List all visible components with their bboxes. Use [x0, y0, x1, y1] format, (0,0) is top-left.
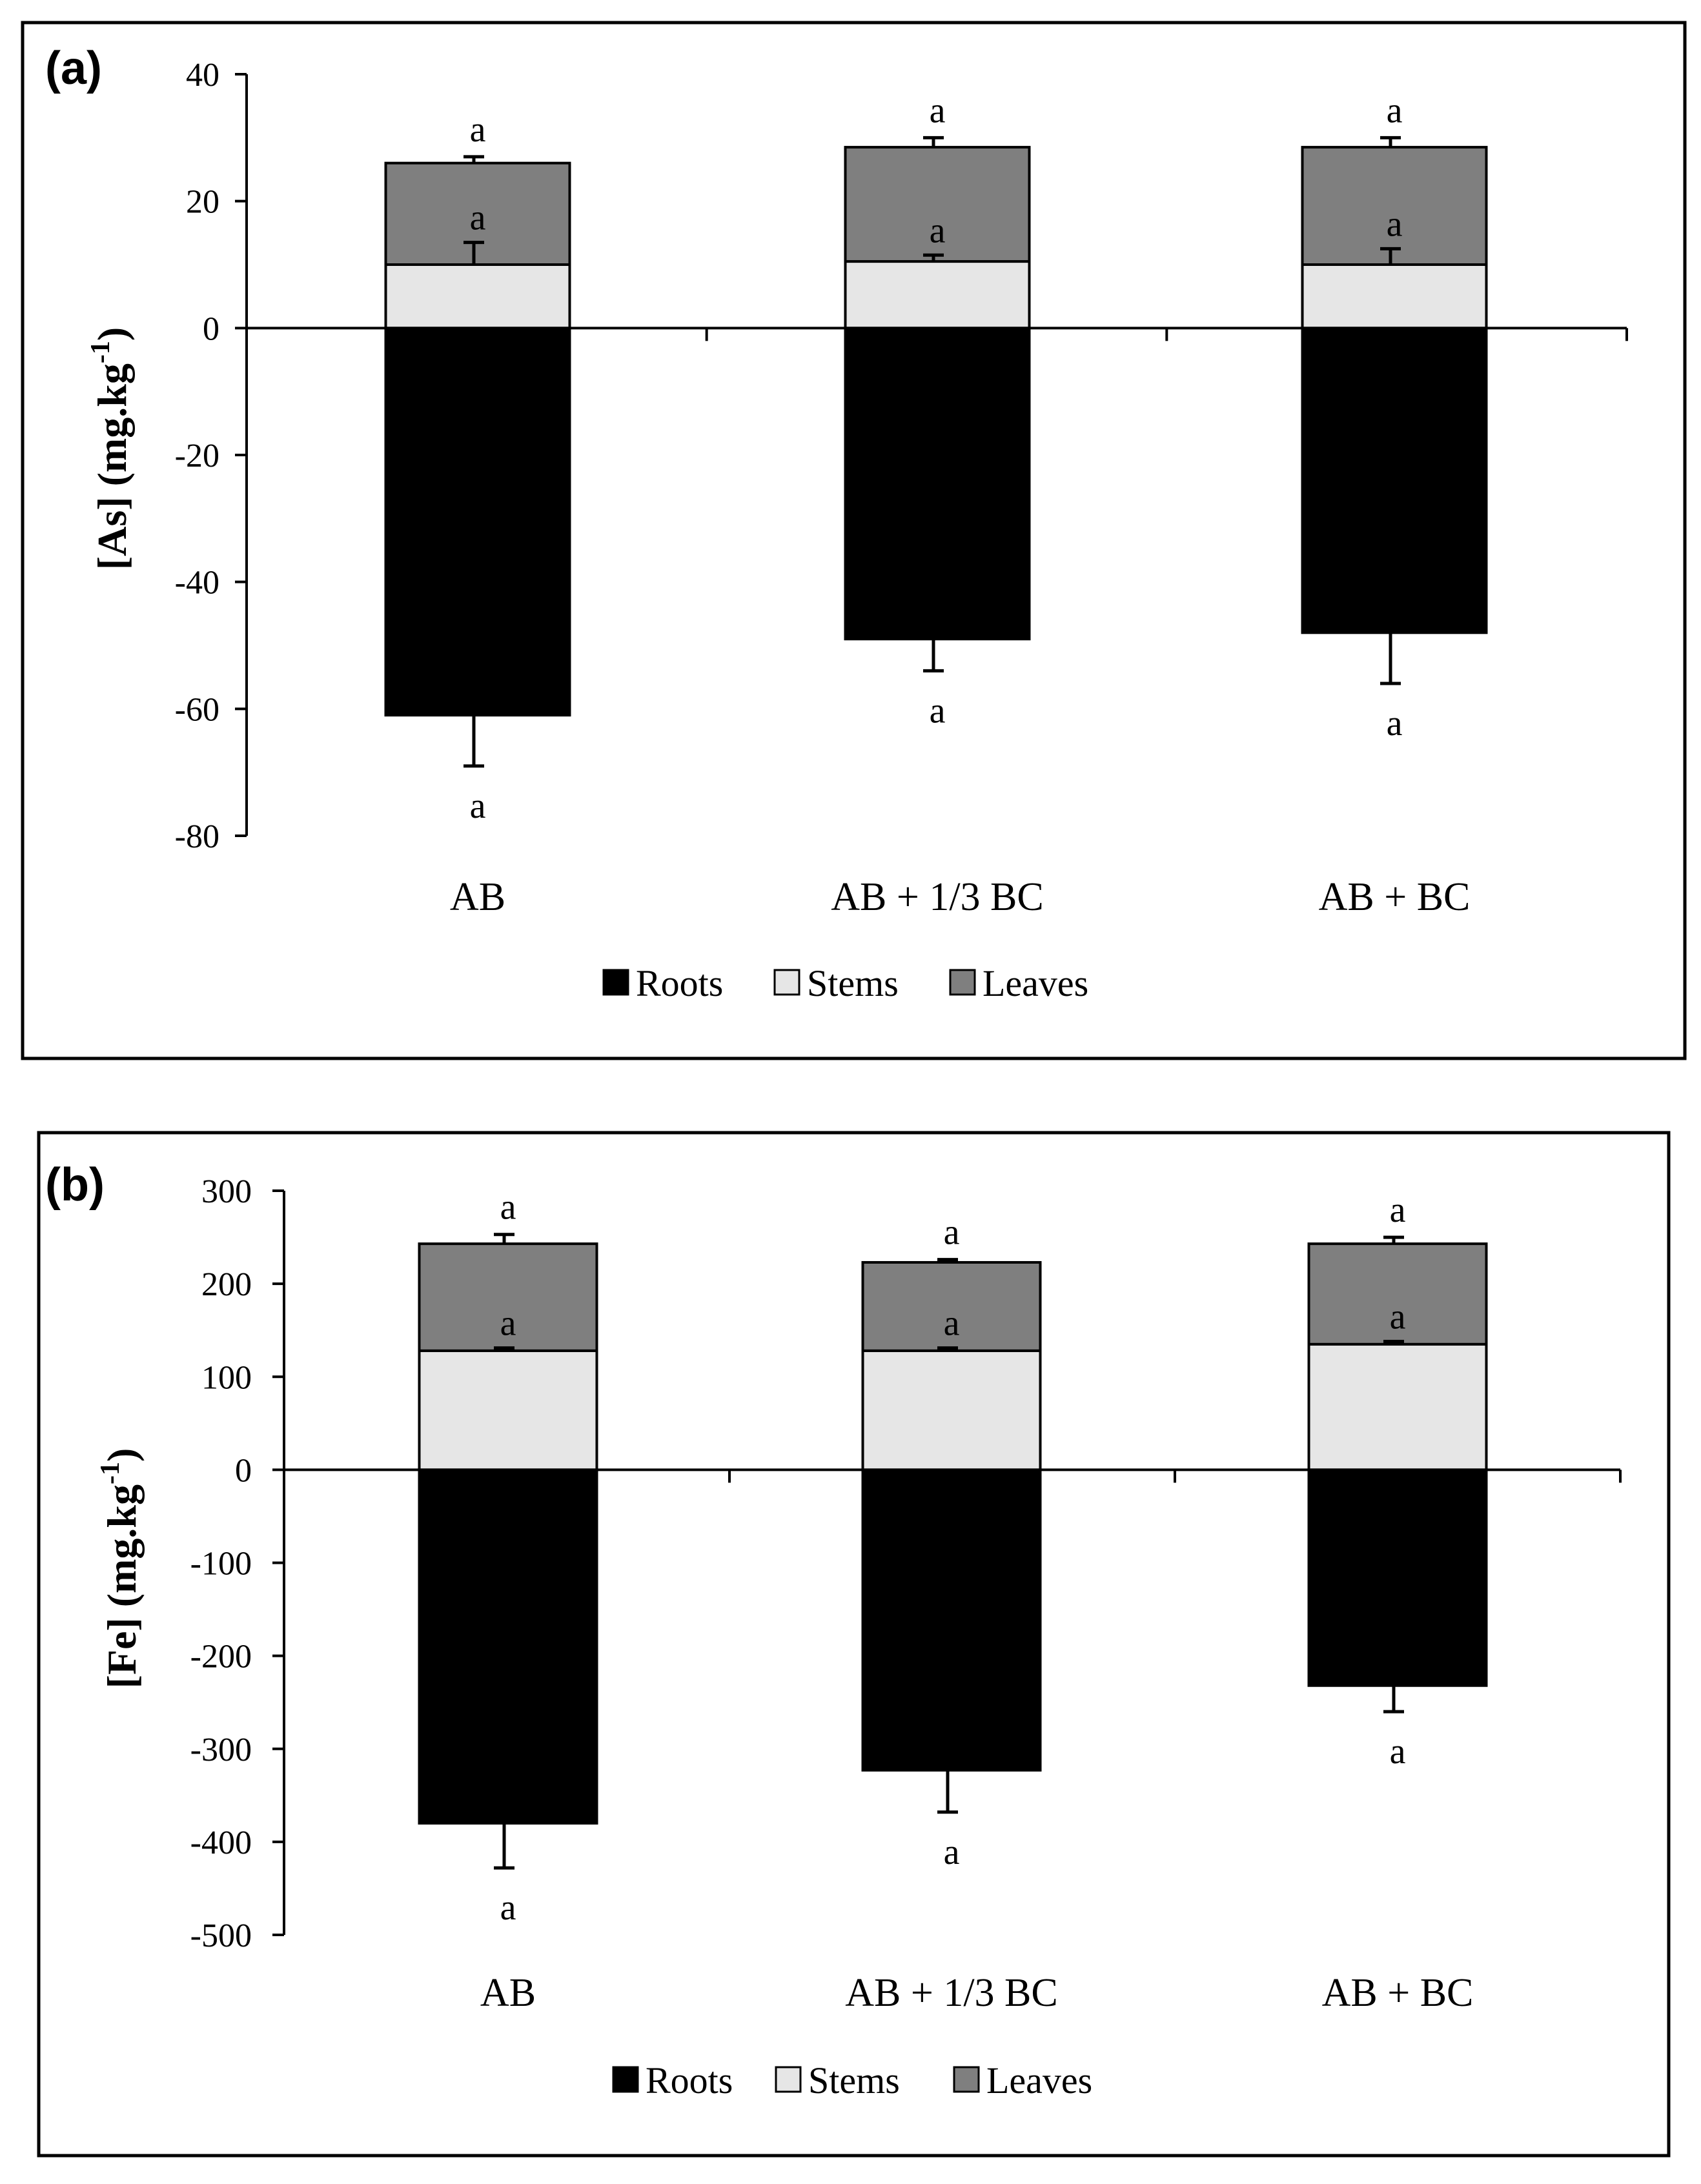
legend-label-stems: Stems [807, 962, 899, 1004]
bar-group: a a a [844, 90, 1031, 731]
letter-leaves: a [1390, 1190, 1406, 1230]
letter-leaves: a [944, 1213, 960, 1253]
letter-stems: a [500, 1304, 516, 1344]
letter-stems: a [1387, 204, 1403, 244]
bar-stems [1301, 263, 1488, 330]
bar-stems [861, 1349, 1042, 1471]
panel-label: (b) [45, 1159, 105, 1211]
y-tick-label: 20 [186, 184, 219, 221]
y-tick-label: -300 [190, 1732, 252, 1768]
bar-roots [861, 1468, 1042, 1772]
bar-roots [844, 327, 1031, 641]
bar-group: a a a [861, 1213, 1042, 1872]
y-tick-label: -60 [175, 691, 219, 728]
legend-swatch-stems [773, 969, 800, 996]
bar-leaves [1307, 1242, 1488, 1346]
y-tick-label: -100 [190, 1546, 252, 1582]
x-category-label: AB + 1/3 BC [831, 875, 1044, 919]
bar-leaves [1301, 146, 1488, 266]
legend-label-roots: Roots [646, 2059, 733, 2101]
letter-roots: a [1387, 703, 1403, 743]
letter-roots: a [930, 691, 946, 731]
letter-leaves: a [470, 110, 486, 150]
y-axis-title: [Fe] (mg.kg-1) [96, 1448, 145, 1689]
letter-roots: a [470, 786, 486, 826]
bar-group: a a a [1301, 90, 1488, 743]
letter-stems: a [470, 198, 486, 238]
bar-stems [844, 260, 1031, 330]
y-tick-label: -200 [190, 1639, 252, 1675]
y-tick-label: -500 [190, 1917, 252, 1954]
y-tick-label: -80 [175, 818, 219, 855]
panel-frame [37, 1131, 1671, 2158]
y-tick-label: 300 [201, 1173, 252, 1210]
bar-group: a a a [1307, 1190, 1488, 1772]
legend-label-stems: Stems [808, 2059, 900, 2101]
letter-roots: a [944, 1832, 960, 1872]
legend-label-roots: Roots [636, 962, 723, 1004]
panel-label: (a) [45, 43, 102, 94]
bar-leaves [384, 161, 571, 266]
x-category-label: AB + BC [1319, 875, 1471, 919]
x-category-label: AB [480, 1971, 536, 2015]
bar-leaves [844, 146, 1031, 263]
x-category-label: AB [450, 875, 505, 919]
bar-group: a a a [418, 1188, 598, 1928]
y-tick-label: -400 [190, 1825, 252, 1861]
letter-roots: a [1390, 1732, 1406, 1772]
chart-panel-a: (a) [As] (mg.kg-1) 40 20 0 -20 -40 -60 -80 a a a A… [21, 21, 1687, 1060]
legend-swatch-stems [775, 2066, 802, 2093]
y-tick-label: -20 [175, 438, 219, 474]
x-category-label: AB + 1/3 BC [845, 1971, 1058, 2015]
bar-roots [1307, 1468, 1488, 1687]
legend-swatch-leaves [953, 2066, 980, 2093]
legend: Roots Stems Leaves [612, 2059, 1092, 2101]
panel-frame [21, 21, 1687, 1060]
letter-roots: a [500, 1888, 516, 1928]
letter-stems: a [1390, 1297, 1406, 1337]
y-axis-title: [As] (mg.kg-1) [86, 327, 135, 570]
letter-leaves: a [1387, 90, 1403, 130]
chart-panel-b: (b) [Fe] (mg.kg-1) 300 200 100 0 -100 -200 -30… [37, 1131, 1671, 2158]
bar-group: a a a [384, 110, 571, 826]
bar-leaves [861, 1260, 1042, 1352]
bar-roots [384, 327, 571, 717]
bar-leaves [418, 1242, 598, 1352]
legend-label-leaves: Leaves [983, 962, 1088, 1004]
y-tick-label: -40 [175, 565, 219, 602]
bar-roots [1301, 327, 1488, 634]
legend-swatch-leaves [949, 969, 976, 996]
letter-leaves: a [500, 1188, 516, 1228]
x-category-label: AB + BC [1322, 1971, 1474, 2015]
y-tick-label: 200 [201, 1266, 252, 1303]
y-tick-label: 40 [186, 57, 219, 94]
letter-leaves: a [930, 90, 946, 130]
bar-stems [384, 263, 571, 330]
y-tick-label: 0 [203, 310, 219, 347]
legend: Roots Stems Leaves [602, 962, 1088, 1004]
bar-stems [1307, 1342, 1488, 1471]
legend-swatch-roots [612, 2066, 639, 2093]
legend-swatch-roots [602, 969, 629, 996]
bar-stems [418, 1349, 598, 1471]
bar-roots [418, 1468, 598, 1825]
letter-stems: a [944, 1304, 960, 1344]
legend-label-leaves: Leaves [986, 2059, 1092, 2101]
y-tick-label: 0 [235, 1452, 252, 1489]
y-tick-label: 100 [201, 1359, 252, 1396]
letter-stems: a [930, 210, 946, 250]
